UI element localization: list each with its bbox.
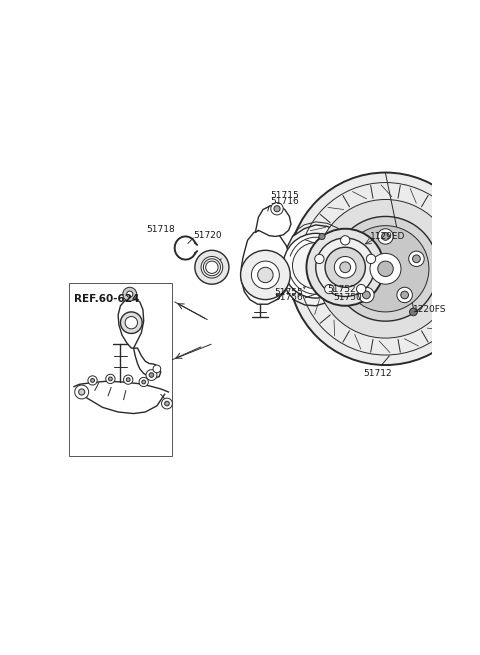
Text: 51716: 51716: [270, 196, 299, 206]
Circle shape: [283, 233, 348, 298]
Circle shape: [362, 291, 370, 299]
Circle shape: [401, 291, 408, 299]
Circle shape: [378, 261, 393, 276]
Circle shape: [409, 308, 417, 316]
Circle shape: [315, 254, 324, 263]
Circle shape: [306, 229, 384, 306]
Circle shape: [340, 262, 350, 272]
Circle shape: [274, 206, 280, 212]
Circle shape: [288, 172, 480, 365]
Circle shape: [324, 284, 334, 293]
Circle shape: [316, 200, 455, 338]
Circle shape: [120, 312, 142, 333]
Circle shape: [165, 402, 169, 406]
Circle shape: [149, 373, 154, 377]
Text: 51718: 51718: [146, 225, 175, 234]
Text: 51715: 51715: [270, 191, 299, 200]
Circle shape: [153, 365, 161, 373]
Circle shape: [106, 374, 115, 384]
Text: 1129ED: 1129ED: [370, 232, 406, 241]
Text: REF.60-624: REF.60-624: [74, 294, 139, 304]
Circle shape: [162, 398, 172, 409]
Circle shape: [139, 377, 148, 386]
Circle shape: [125, 316, 137, 329]
Circle shape: [340, 236, 350, 245]
Circle shape: [91, 379, 95, 383]
Circle shape: [123, 375, 133, 384]
Circle shape: [359, 288, 374, 303]
Text: 51750: 51750: [333, 293, 361, 303]
Circle shape: [408, 251, 424, 267]
Text: 1220FS: 1220FS: [413, 305, 446, 314]
Circle shape: [333, 216, 438, 321]
Circle shape: [366, 254, 376, 263]
Polygon shape: [241, 229, 291, 304]
Circle shape: [108, 377, 112, 381]
Text: 51752: 51752: [327, 285, 356, 294]
Circle shape: [252, 261, 279, 289]
Polygon shape: [133, 348, 161, 378]
Circle shape: [335, 257, 356, 278]
Text: 51755: 51755: [274, 288, 302, 297]
Circle shape: [146, 369, 157, 381]
Circle shape: [195, 250, 229, 284]
Polygon shape: [282, 225, 351, 306]
Text: 51712: 51712: [363, 369, 392, 378]
Circle shape: [240, 250, 290, 299]
Circle shape: [258, 267, 273, 283]
Text: 51756: 51756: [274, 293, 302, 303]
Circle shape: [271, 202, 283, 215]
Circle shape: [413, 255, 420, 263]
Circle shape: [382, 233, 389, 240]
Bar: [69, 283, 172, 456]
Circle shape: [292, 242, 339, 289]
Circle shape: [88, 376, 97, 385]
Circle shape: [378, 229, 393, 244]
Polygon shape: [255, 206, 291, 236]
Text: 51720: 51720: [193, 231, 222, 240]
Circle shape: [370, 253, 401, 284]
Polygon shape: [118, 298, 144, 348]
Circle shape: [123, 288, 137, 301]
Circle shape: [316, 238, 375, 297]
Circle shape: [75, 385, 89, 399]
Circle shape: [79, 389, 85, 395]
Circle shape: [351, 255, 359, 263]
Circle shape: [206, 261, 218, 273]
Circle shape: [142, 380, 145, 384]
Circle shape: [325, 247, 365, 288]
Circle shape: [342, 226, 429, 312]
Circle shape: [397, 288, 412, 303]
Circle shape: [126, 378, 130, 382]
Circle shape: [347, 251, 362, 267]
Circle shape: [201, 257, 223, 278]
Circle shape: [357, 284, 366, 293]
Circle shape: [127, 291, 133, 297]
Circle shape: [319, 233, 325, 240]
